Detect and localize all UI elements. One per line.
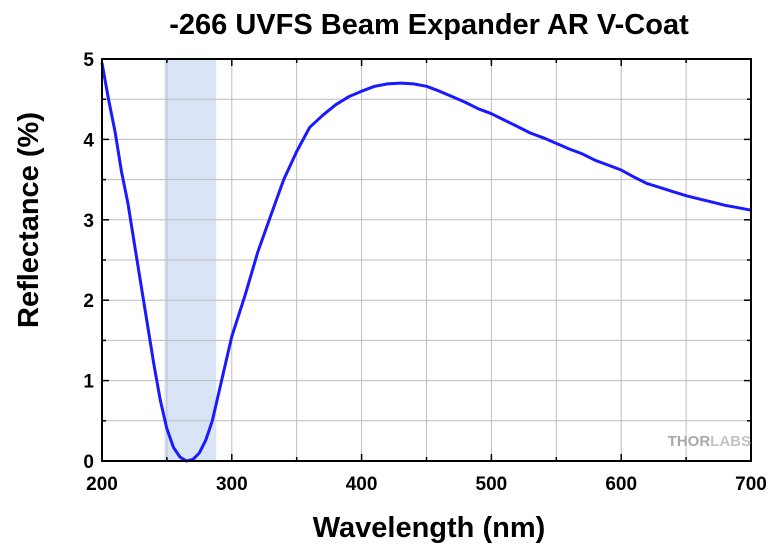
y-tick-labels: 0 1 2 3 4 5 [83, 50, 94, 473]
y-tick-label: 3 [83, 211, 94, 232]
y-tick-label: 2 [83, 291, 94, 312]
x-tick-label: 600 [605, 474, 637, 495]
x-tick-label: 200 [86, 474, 118, 495]
x-tick-labels: 200 300 400 500 600 700 [86, 474, 767, 495]
thorlabs-watermark: THORLABS [668, 433, 751, 450]
y-tick-label: 4 [83, 130, 94, 151]
reflectance-curve [100, 62, 752, 463]
chart-title: -266 UVFS Beam Expander AR V-Coat [169, 9, 689, 41]
y-axis-label: Reflectance (%) [13, 112, 45, 328]
x-axis-label: Wavelength (nm) [313, 512, 546, 544]
x-tick-label: 700 [735, 474, 767, 495]
grid-lines [102, 59, 751, 461]
x-tick-label: 400 [346, 474, 378, 495]
x-tick-label: 300 [216, 474, 248, 495]
x-tick-label: 500 [476, 474, 508, 495]
watermark-part-labs: LABS [710, 433, 751, 450]
plot-frame [101, 58, 752, 462]
y-tick-label: 1 [83, 372, 94, 393]
y-tick-label: 5 [83, 50, 94, 71]
y-tick-label: 0 [83, 452, 94, 473]
watermark-part-thor: THOR [668, 433, 711, 450]
